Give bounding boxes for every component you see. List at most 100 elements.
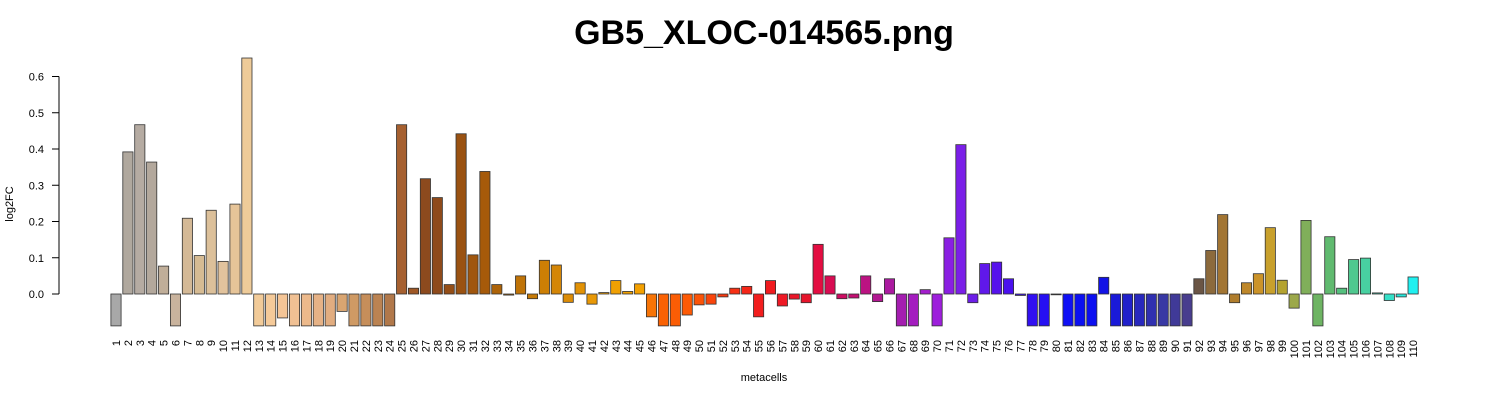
x-tick-label: 89 <box>1158 340 1170 352</box>
bar-86 <box>1122 293 1134 327</box>
x-tick-label: 73 <box>968 340 980 352</box>
bar-54 <box>741 285 753 295</box>
x-tick-label: 48 <box>670 340 682 352</box>
bar-70 <box>931 293 943 327</box>
x-axis-label: metacells <box>741 372 788 384</box>
bar-1 <box>110 293 122 327</box>
x-tick-label: 102 <box>1313 340 1325 358</box>
x-tick-label: 5 <box>159 340 171 346</box>
x-tick-label: 56 <box>766 340 778 352</box>
bar-9 <box>205 209 217 295</box>
bar-97 <box>1252 273 1264 295</box>
x-tick-label: 103 <box>1325 340 1337 358</box>
x-tick-label: 11 <box>230 340 242 351</box>
x-tick-label: 46 <box>647 340 659 352</box>
x-tick-label: 3 <box>135 340 147 346</box>
bar-33 <box>491 284 503 295</box>
x-tick-label: 1 <box>111 340 123 346</box>
x-tick-label: 97 <box>1253 340 1265 352</box>
x-tick-label: 86 <box>1123 340 1135 352</box>
bar-81 <box>1062 293 1074 327</box>
bar-104 <box>1336 287 1348 295</box>
bar-109 <box>1395 293 1407 298</box>
x-tick-label: 83 <box>1087 340 1099 352</box>
x-tick-label: 41 <box>587 340 599 352</box>
bar-99 <box>1276 279 1288 295</box>
x-tick-label: 31 <box>468 340 480 352</box>
chart-title: GB5_XLOC-014565.png <box>574 14 954 52</box>
bar-37 <box>538 259 550 295</box>
bar-100 <box>1288 293 1300 309</box>
x-tick-label: 107 <box>1372 340 1384 358</box>
x-tick-label: 12 <box>242 340 254 352</box>
x-tick-label: 63 <box>849 340 861 352</box>
bar-83 <box>1086 293 1098 327</box>
bar-50 <box>693 293 705 306</box>
x-tick-label: 30 <box>456 340 468 352</box>
bar-101 <box>1300 220 1312 295</box>
bar-56 <box>765 280 777 295</box>
x-tick-label: 94 <box>1218 340 1230 352</box>
bar-19 <box>324 293 336 327</box>
x-tick-label: 49 <box>682 340 694 352</box>
bar-94 <box>1217 214 1229 295</box>
y-tick-label: 0.1 <box>29 253 44 265</box>
bar-18 <box>312 293 324 327</box>
bar-105 <box>1348 259 1360 295</box>
y-tick-label: 0.2 <box>29 217 44 229</box>
bar-79 <box>1038 293 1050 327</box>
x-tick-label: 58 <box>789 340 801 352</box>
bar-69 <box>919 289 931 295</box>
x-tick-label: 2 <box>123 340 135 346</box>
bar-28 <box>431 197 443 295</box>
x-tick-label: 109 <box>1396 340 1408 358</box>
bar-30 <box>455 133 467 295</box>
bar-108 <box>1383 293 1395 301</box>
x-tick-label: 20 <box>337 340 349 352</box>
bar-46 <box>646 293 658 318</box>
bar-36 <box>527 293 539 300</box>
bar-71 <box>943 237 955 295</box>
x-tick-label: 39 <box>563 340 575 352</box>
bar-89 <box>1157 293 1169 327</box>
bar-57 <box>776 293 788 307</box>
x-tick-label: 59 <box>801 340 813 352</box>
x-tick-label: 25 <box>397 340 409 352</box>
bars-group <box>110 57 1419 327</box>
bar-4 <box>146 161 158 295</box>
y-tick-label: 0.5 <box>29 108 44 120</box>
bar-85 <box>1110 293 1122 327</box>
x-tick-label: 60 <box>813 340 825 352</box>
bar-5 <box>158 265 170 295</box>
bar-107 <box>1371 292 1383 295</box>
x-tick-label: 110 <box>1408 340 1420 358</box>
x-tick-label: 64 <box>861 340 873 352</box>
bar-49 <box>681 293 693 316</box>
bar-16 <box>288 293 300 327</box>
x-tick-label: 101 <box>1301 340 1313 358</box>
x-tick-label: 92 <box>1194 340 1206 352</box>
x-tick-label: 16 <box>290 340 302 352</box>
x-tick-label: 22 <box>361 340 373 352</box>
x-tick-label: 21 <box>349 340 361 352</box>
x-tick-label: 7 <box>182 340 194 346</box>
x-tick-label: 28 <box>432 340 444 352</box>
bar-59 <box>800 293 812 304</box>
bar-8 <box>193 255 205 295</box>
bar-62 <box>836 293 848 300</box>
bar-96 <box>1241 282 1253 295</box>
bar-91 <box>1181 293 1193 327</box>
bar-25 <box>396 124 408 295</box>
bar-76 <box>1003 278 1015 295</box>
x-tick-label: 42 <box>599 340 611 352</box>
x-tick-label: 62 <box>837 340 849 352</box>
bar-67 <box>895 293 907 327</box>
x-tick-label: 82 <box>1075 340 1087 352</box>
bar-65 <box>872 293 884 303</box>
bar-40 <box>574 282 586 295</box>
x-tick-label: 77 <box>1015 340 1027 352</box>
bar-103 <box>1324 236 1336 295</box>
x-tick-label: 15 <box>278 340 290 352</box>
bar-29 <box>443 284 455 295</box>
